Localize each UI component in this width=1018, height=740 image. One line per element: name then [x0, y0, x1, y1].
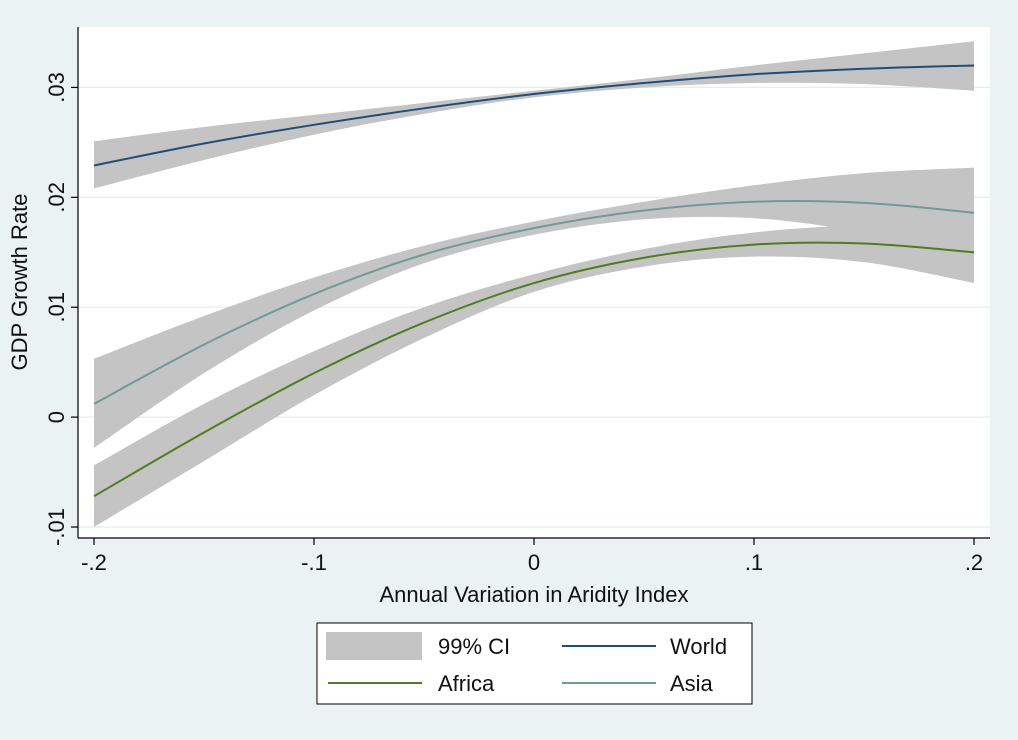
legend-africa-label: Africa: [438, 671, 495, 696]
legend: 99% CI World Africa Asia: [316, 622, 753, 705]
y-tick-label--01: -.01: [44, 508, 69, 546]
y-tick-label-0: 0: [44, 411, 69, 423]
y-axis-ticks: -.01 0 .01 .02 .03: [44, 72, 78, 546]
y-tick-label--01: .01: [44, 292, 69, 323]
x-tick-label--2: .2: [965, 550, 983, 575]
ci-band-asia: [94, 167, 974, 448]
series-line-africa: [93, 241, 975, 498]
x-axis-ticks: -.2 -.1 0 .1 .2: [81, 538, 983, 575]
legend-world-label: World: [670, 634, 727, 659]
y-tick-label--02: .02: [44, 182, 69, 213]
series-lines: [93, 64, 975, 498]
x-axis-label: Annual Variation in Aridity Index: [380, 582, 689, 607]
y-tick-label--03: .03: [44, 72, 69, 103]
x-tick-label--1: .1: [745, 550, 763, 575]
x-tick-label-0: 0: [528, 550, 540, 575]
legend-ci-swatch: [326, 632, 422, 660]
legend-ci-label: 99% CI: [438, 634, 510, 659]
y-axis-label: GDP Growth Rate: [7, 194, 32, 371]
series-line-world: [93, 64, 975, 167]
ci-band-world: [94, 41, 974, 189]
legend-asia-label: Asia: [670, 671, 714, 696]
series-line-asia: [93, 200, 975, 405]
x-tick-label--1: -.1: [301, 550, 327, 575]
x-tick-label--2: -.2: [81, 550, 107, 575]
